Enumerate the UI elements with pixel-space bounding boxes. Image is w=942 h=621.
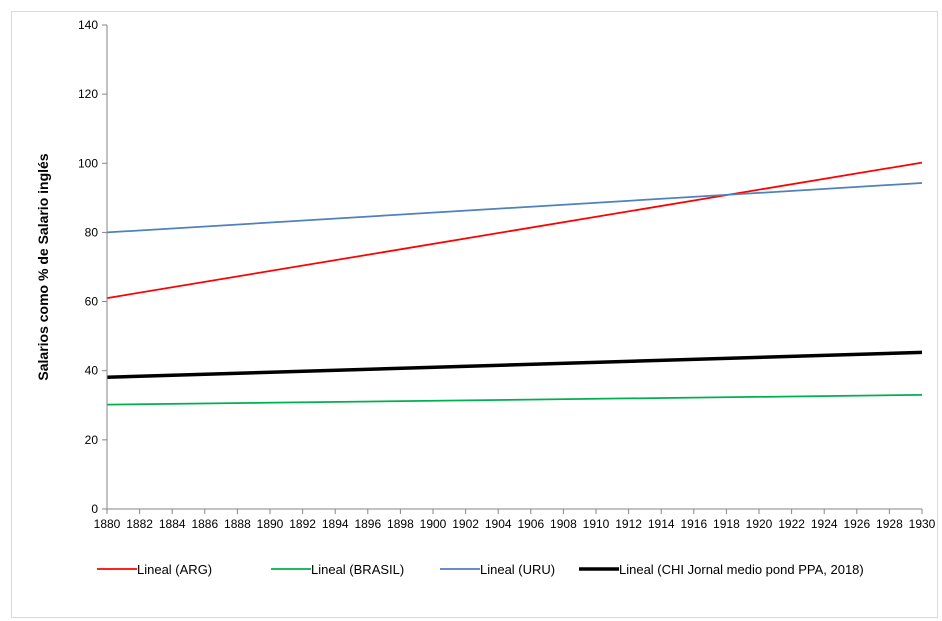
y-tick-label: 60 [85,295,99,309]
series-line [106,350,923,380]
x-tick-label: 1928 [876,517,903,531]
x-tick-label: 1926 [843,517,870,531]
y-tick-label: 80 [85,225,99,239]
x-tick-label: 1930 [909,517,936,531]
y-tick-label: 100 [78,156,98,170]
x-tick-label: 1924 [811,517,838,531]
x-axis-ticks: 1880 1882 1884 1886 1888 1890 1892 1894 1896 1898… [94,509,936,531]
x-tick-label: 1914 [648,517,675,531]
x-tick-label: 1904 [485,517,512,531]
series-line [106,161,923,299]
legend: Lineal (ARG) Lineal (BRASIL) Lineal (URU) L… [97,562,864,577]
x-tick-label: 1880 [94,517,121,531]
legend-label: Lineal (ARG) [137,562,212,577]
y-tick-label: 20 [85,433,99,447]
x-tick-label: 1910 [583,517,610,531]
legend-label: Lineal (CHI Jornal medio pond PPA, 2018) [619,562,864,577]
x-tick-label: 1922 [778,517,805,531]
y-axis-ticks: 0 20 40 60 80 100 120 140 [78,18,107,516]
y-tick-label: 120 [78,87,98,101]
y-tick-label: 140 [78,18,98,32]
x-tick-label: 1898 [387,517,414,531]
y-axis-title: Salarios como % de Salario inglés [35,153,51,380]
y-tick-label: 0 [91,502,98,516]
x-tick-label: 1906 [517,517,544,531]
x-tick-label: 1890 [257,517,284,531]
x-tick-label: 1900 [420,517,447,531]
legend-label: Lineal (URU) [480,562,555,577]
x-tick-label: 1884 [159,517,186,531]
x-tick-label: 1902 [452,517,479,531]
series-lines [106,161,923,406]
x-tick-label: 1920 [746,517,773,531]
x-tick-label: 1916 [680,517,707,531]
series-line [106,182,923,234]
x-tick-label: 1908 [550,517,577,531]
x-tick-label: 1896 [354,517,381,531]
x-tick-label: 1888 [224,517,251,531]
chart-frame [11,11,938,618]
x-tick-label: 1882 [126,517,153,531]
x-tick-label: 1892 [289,517,316,531]
x-tick-label: 1886 [191,517,218,531]
y-tick-label: 40 [85,364,99,378]
x-tick-label: 1918 [713,517,740,531]
x-tick-label: 1894 [322,517,349,531]
series-line [106,394,923,406]
legend-label: Lineal (BRASIL) [311,562,404,577]
x-tick-label: 1912 [615,517,642,531]
